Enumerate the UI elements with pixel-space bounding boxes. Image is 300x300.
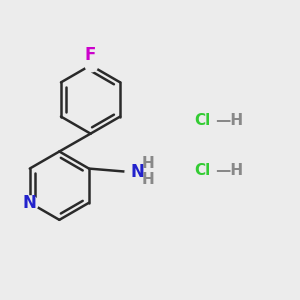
Text: F: F xyxy=(85,46,96,64)
Text: Cl: Cl xyxy=(195,163,211,178)
Text: N: N xyxy=(130,163,144,181)
Text: H: H xyxy=(142,172,155,188)
Text: N: N xyxy=(23,194,37,212)
Text: —H: —H xyxy=(215,163,243,178)
Text: —H: —H xyxy=(215,113,243,128)
Text: Cl: Cl xyxy=(195,113,211,128)
Text: H: H xyxy=(142,156,155,171)
